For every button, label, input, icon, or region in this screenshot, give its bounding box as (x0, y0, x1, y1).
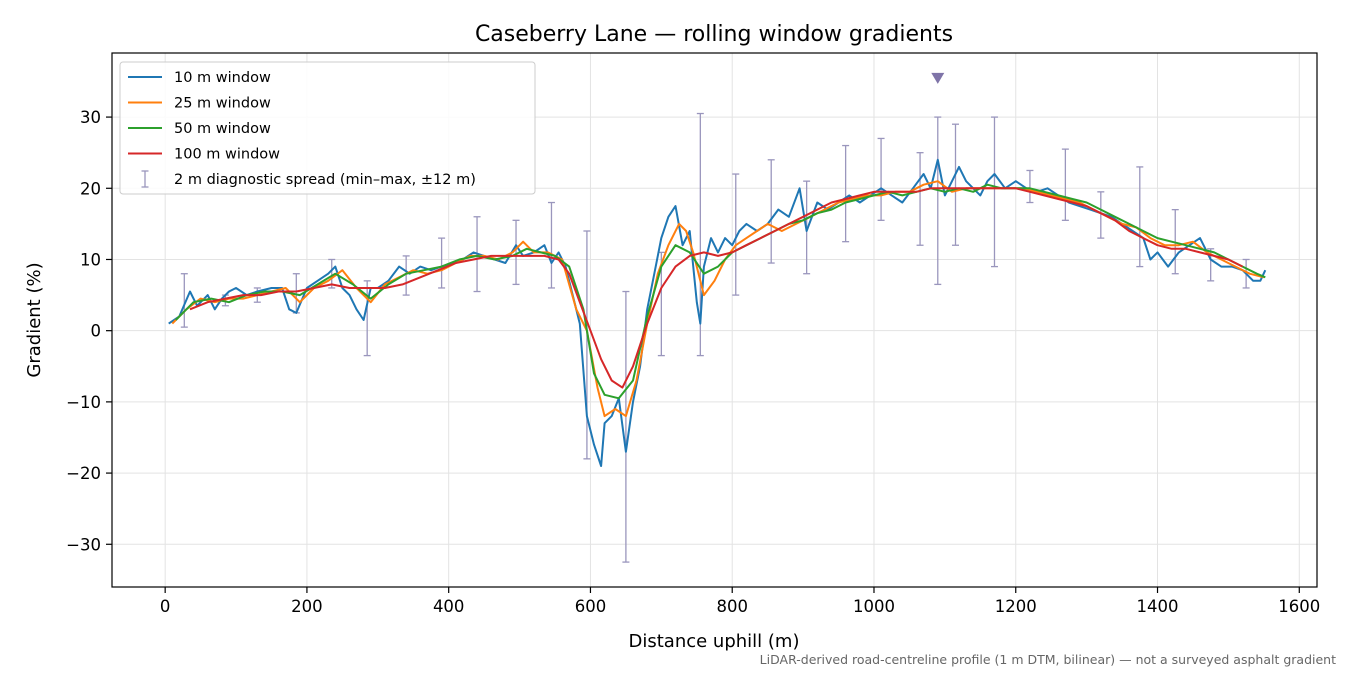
legend: 10 m window 25 m window 50 m window 100 m w… (119, 61, 536, 195)
y-tick-label: −30 (66, 535, 101, 554)
legend-label: 50 m window (174, 121, 271, 137)
y-tick-label: −20 (66, 464, 101, 483)
y-tick-label: 20 (80, 179, 101, 198)
y-tick-label: 30 (80, 108, 101, 127)
peak-marker (931, 72, 945, 84)
series-line-4 (189, 187, 1244, 389)
axes-frame (111, 52, 1318, 588)
x-axis-ticks: 0 200 400 600 800 1000 1200 1400 1600 (160, 587, 1320, 616)
legend-label: 2 m diagnostic spread (min–max, ±12 m) (174, 172, 476, 188)
y-axis-label: Gradient (%) (24, 262, 45, 377)
legend-label: 25 m window (174, 96, 271, 112)
x-tick-label: 800 (716, 597, 748, 616)
x-tick-label: 400 (433, 597, 465, 616)
x-tick-label: 0 (160, 597, 171, 616)
x-axis-label: Distance uphill (m) (629, 631, 800, 652)
x-tick-label: 1400 (1137, 597, 1179, 616)
y-tick-label: −10 (66, 393, 101, 412)
x-tick-label: 1200 (995, 597, 1037, 616)
plot-area (168, 72, 1267, 563)
legend-label: 10 m window (174, 70, 271, 86)
series-line-2 (171, 180, 1265, 418)
y-tick-label: 10 (80, 250, 101, 269)
legend-label: 100 m window (174, 147, 280, 163)
y-axis-ticks: −30 −20 −10 0 10 20 30 (66, 108, 112, 554)
x-tick-label: 1600 (1278, 597, 1320, 616)
chart-title: Caseberry Lane — rolling window gradient… (475, 22, 953, 47)
x-tick-label: 200 (291, 597, 323, 616)
legend-box (119, 61, 536, 195)
y-tick-label: 0 (91, 322, 102, 341)
x-tick-label: 600 (575, 597, 607, 616)
x-tick-label: 1000 (853, 597, 895, 616)
source-note: LiDAR-derived road-centreline profile (1… (760, 652, 1336, 667)
